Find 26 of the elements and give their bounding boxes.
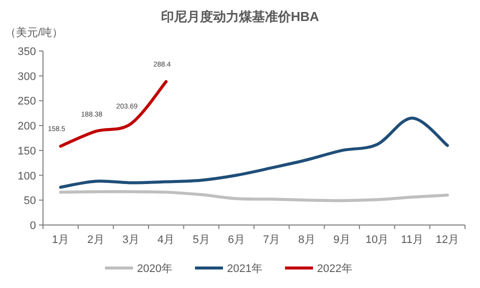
x-tick-label: 4月 [158, 234, 175, 246]
legend-label: 2022年 [317, 263, 352, 275]
y-tick-label: 150 [18, 145, 36, 158]
y-tick-label: 350 [18, 46, 36, 58]
legend-label: 2020年 [137, 263, 172, 275]
x-tick-label: 8月 [298, 234, 316, 246]
x-tick-label: 9月 [333, 234, 350, 246]
y-tick-label: 0 [30, 220, 36, 232]
legend-label: 2021年 [227, 263, 262, 275]
x-tick-label: 1月 [52, 234, 70, 246]
x-tick-label: 6月 [228, 234, 245, 246]
x-tick-label: 2月 [87, 234, 104, 246]
x-tick-label: 12月 [436, 234, 460, 246]
x-tick-label: 3月 [122, 234, 140, 246]
y-tick-label: 250 [18, 96, 36, 108]
line-series [59, 190, 449, 202]
chart-title: 印尼月度动力煤基准价HBA [160, 9, 320, 24]
x-tick-label: 10月 [365, 234, 389, 246]
x-tick-label: 5月 [192, 234, 210, 246]
y-tick-label: 300 [18, 70, 36, 83]
y-tick-label: 200 [18, 120, 36, 133]
x-tick-label: 7月 [263, 234, 280, 246]
x-tick-label: 11月 [401, 234, 424, 246]
y-tick-label: 50 [24, 195, 36, 208]
y-tick-label: 100 [18, 170, 36, 182]
y-axis-title: （美元/吨） [5, 26, 64, 39]
